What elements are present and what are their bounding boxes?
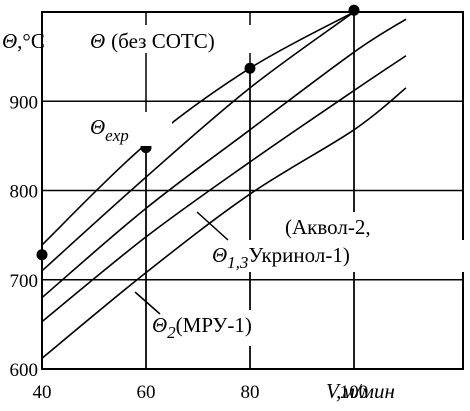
y-tick-label: 900 [10, 92, 39, 113]
series-line-5 [42, 87, 407, 359]
y-tick-label: 700 [10, 271, 39, 292]
y-axis-symbol: Θ [2, 29, 17, 53]
annotation-theta-exp-sub: exp [105, 126, 129, 145]
y-axis-unit: ,°C [17, 29, 45, 53]
series-line-4 [42, 55, 407, 323]
x-tick-label: 80 [241, 382, 260, 403]
annotation-theta-base-text: (без СОТС) [111, 29, 215, 53]
series-line-1 [42, 12, 355, 246]
series-group [42, 12, 407, 359]
x-axis-label: V,м/мин [326, 379, 395, 403]
y-tick-label: 800 [10, 182, 39, 203]
annotation-akvol-text: (Аквол-2, [285, 215, 371, 239]
annotation-akvol: (Аквол-2, [283, 212, 445, 240]
svg-text:Θ2(МРУ-1): Θ2(МРУ-1) [152, 313, 252, 342]
annotation-theta-2-symbol: Θ [152, 313, 167, 337]
annotation-theta-13-symbol: Θ [212, 243, 227, 267]
leader-line-theta-2 [134, 291, 161, 315]
annotation-theta-2-text: (МРУ-1) [176, 313, 252, 337]
annotation-theta-13: Θ1,3Укринол-1) [210, 240, 464, 272]
annotation-theta-13-sub: 1,3 [227, 253, 248, 272]
annotation-theta-base-symbol: Θ [90, 29, 105, 53]
tick-labels: 40 60 80 100 600 700 800 900 [10, 92, 369, 403]
x-tick-label: 100 [340, 382, 369, 403]
series-line-2 [42, 12, 355, 272]
svg-text:Θ1,3Укринол-1): Θ1,3Укринол-1) [212, 243, 350, 272]
annotation-theta-exp: Θexp [88, 112, 172, 146]
data-point-marker [36, 249, 48, 261]
series-line-3 [42, 18, 407, 299]
x-axis-unit: ,м/мин [336, 379, 395, 403]
leader-lines [134, 211, 229, 315]
annotation-theta-2: Θ2(МРУ-1) [150, 310, 332, 346]
annotation-theta-13-text: Укринол-1) [248, 243, 349, 267]
annotation-theta-exp-symbol: Θ [90, 115, 105, 139]
annotation-theta-base: Θ (без СОТС) [88, 25, 274, 53]
y-axis-label: Θ,°C [2, 29, 45, 53]
svg-text:Θ(без СОТС): Θ (без СОТС) [90, 29, 215, 53]
x-tick-label: 60 [137, 382, 156, 403]
y-tick-label: 600 [10, 360, 39, 381]
data-point-marker [348, 4, 360, 16]
x-tick-label: 40 [33, 382, 52, 403]
svg-text:Θexp: Θexp [90, 115, 129, 145]
leader-line-theta-13 [196, 211, 229, 241]
data-point-marker [244, 62, 256, 74]
annotation-theta-2-sub: 2 [167, 323, 176, 342]
